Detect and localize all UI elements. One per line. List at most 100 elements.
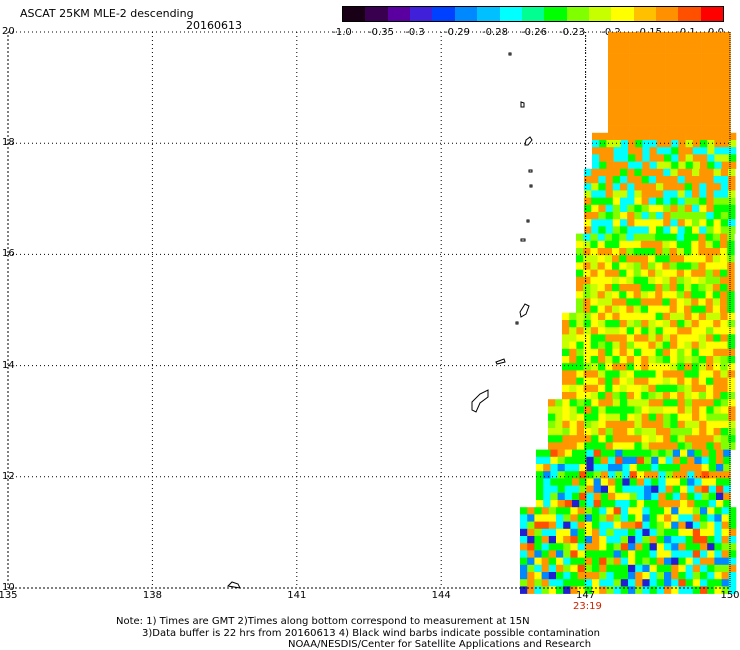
swath-cell bbox=[534, 572, 542, 580]
swath-cell bbox=[557, 449, 566, 458]
swath-cell bbox=[576, 384, 584, 393]
swath-cell bbox=[701, 118, 710, 126]
swath-cell bbox=[642, 579, 650, 587]
swath-cell bbox=[691, 269, 699, 278]
swath-cell bbox=[612, 413, 621, 422]
swath-cell bbox=[620, 161, 629, 170]
swath-cell bbox=[576, 269, 584, 278]
swath-cell bbox=[664, 536, 672, 544]
swath-cell bbox=[713, 226, 722, 234]
swath-cell bbox=[713, 183, 722, 191]
swath-cell bbox=[698, 327, 707, 335]
swath-cell bbox=[569, 435, 578, 443]
swath-cell bbox=[684, 413, 693, 422]
swath-cell bbox=[720, 298, 728, 306]
swath-cell bbox=[599, 132, 607, 141]
swath-cell bbox=[648, 370, 656, 378]
swath-cell bbox=[592, 514, 600, 522]
swath-cell bbox=[720, 190, 729, 198]
swath-cell bbox=[620, 550, 629, 558]
swath-cell bbox=[698, 255, 706, 263]
swath-cell bbox=[606, 564, 614, 573]
swath-cell bbox=[634, 341, 642, 350]
swath-cell bbox=[562, 442, 570, 450]
swath-cell bbox=[635, 579, 643, 587]
swath-cell bbox=[593, 492, 602, 501]
swath-cell bbox=[706, 384, 714, 393]
swath-cell bbox=[634, 327, 642, 335]
swath-cell bbox=[612, 240, 620, 249]
swath-cell bbox=[692, 399, 700, 407]
swath-cell bbox=[691, 348, 700, 357]
swath-cell bbox=[563, 528, 571, 537]
swath-cell bbox=[641, 190, 650, 198]
swath-cell bbox=[577, 521, 586, 530]
swath-cell bbox=[708, 449, 717, 458]
swath-cell bbox=[678, 154, 686, 162]
swath-cell bbox=[685, 521, 694, 530]
swath-cell bbox=[620, 190, 628, 198]
swath-cell bbox=[692, 212, 700, 220]
swath-cell bbox=[615, 125, 623, 134]
swath-cell bbox=[626, 334, 635, 342]
swath-cell bbox=[613, 161, 622, 170]
swath-cell bbox=[677, 348, 685, 357]
swath-cell bbox=[672, 60, 681, 69]
swath-cell bbox=[670, 168, 678, 177]
swath-cell bbox=[635, 572, 643, 580]
swath-cell bbox=[656, 420, 664, 429]
swath-cell bbox=[714, 564, 722, 573]
swath-cell bbox=[627, 176, 635, 184]
swath-cell bbox=[694, 125, 702, 134]
swath-cell bbox=[656, 212, 664, 220]
swath-cell bbox=[576, 248, 584, 256]
swath-cell bbox=[707, 140, 715, 148]
swath-cell bbox=[619, 370, 628, 378]
swath-cell bbox=[663, 413, 671, 422]
swath-cell bbox=[633, 255, 642, 263]
swath-cell bbox=[692, 154, 701, 162]
swath-cell bbox=[576, 370, 584, 378]
swath-cell bbox=[694, 96, 702, 105]
swath-cell bbox=[671, 579, 679, 587]
swath-cell bbox=[569, 420, 578, 429]
swath-cell bbox=[605, 197, 614, 206]
swath-cell bbox=[677, 327, 685, 335]
swath-cell bbox=[708, 464, 717, 472]
swath-cell bbox=[727, 377, 736, 386]
swath-cell bbox=[723, 46, 731, 54]
swath-cell bbox=[700, 147, 708, 155]
swath-cell bbox=[641, 320, 649, 328]
swath-cell bbox=[592, 550, 600, 558]
swath-cell bbox=[684, 255, 692, 263]
swath-cell bbox=[579, 478, 587, 486]
swath-cell bbox=[670, 197, 678, 206]
swath-cell bbox=[708, 471, 717, 479]
swath-cell bbox=[520, 564, 528, 573]
swath-cell bbox=[651, 68, 659, 76]
swath-cell bbox=[656, 564, 665, 573]
swath-cell bbox=[698, 356, 707, 364]
swath-cell bbox=[636, 118, 645, 126]
swath-cell bbox=[562, 356, 570, 364]
lat-tick-label: 14 bbox=[2, 359, 15, 371]
swath-cell bbox=[641, 406, 650, 414]
swath-cell bbox=[676, 233, 685, 242]
swath-cell bbox=[599, 586, 607, 594]
swath-cell bbox=[720, 413, 729, 422]
swath-cell bbox=[612, 363, 620, 371]
swath-cell bbox=[720, 428, 729, 436]
swath-cell bbox=[687, 39, 695, 47]
swath-cell bbox=[662, 356, 671, 364]
swath-cell bbox=[635, 521, 643, 530]
swath-cell bbox=[713, 348, 721, 357]
swath-cell bbox=[716, 464, 724, 472]
swath-cell bbox=[706, 377, 714, 386]
swath-cell bbox=[648, 428, 657, 436]
swath-cell bbox=[622, 75, 630, 83]
swath-cell bbox=[605, 176, 614, 184]
swath-cell bbox=[720, 197, 729, 206]
swath-cell bbox=[663, 219, 671, 227]
swath-cell bbox=[705, 305, 714, 314]
swath-cell bbox=[720, 399, 729, 407]
